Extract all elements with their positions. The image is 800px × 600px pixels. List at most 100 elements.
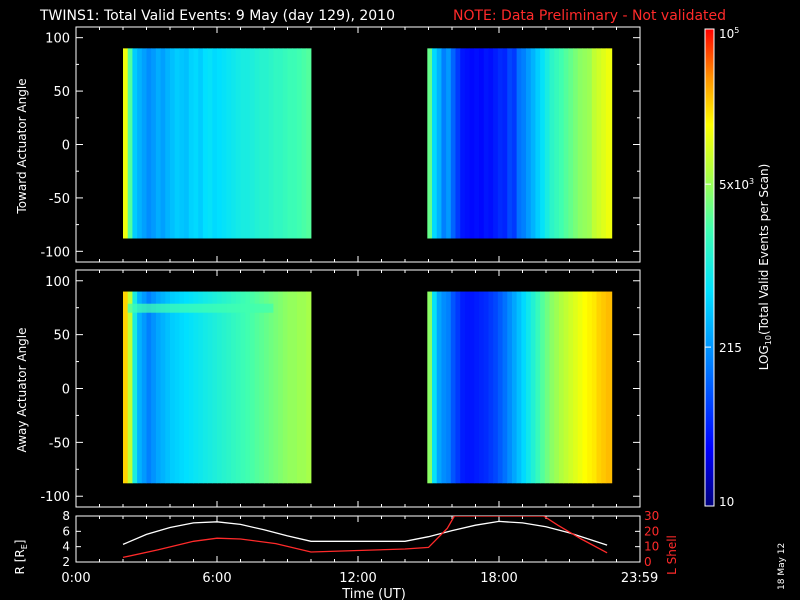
away-cell (155, 291, 161, 484)
toward-cell (535, 48, 541, 239)
toward-cell (516, 48, 522, 239)
orbit-y2tick-label: 10 (644, 540, 659, 554)
away-cell (146, 291, 152, 484)
preliminary-note: NOTE: Data Preliminary - Not validated (453, 8, 726, 24)
away-cell (306, 291, 312, 484)
toward-ytick-label: 100 (45, 32, 70, 47)
away-cell (137, 291, 143, 484)
toward-cell (273, 48, 279, 239)
away-cell (479, 291, 485, 484)
away-cell (174, 291, 180, 484)
away-cell (460, 291, 466, 484)
away-cell (151, 291, 157, 484)
orbit-r-sub: E (20, 544, 29, 549)
away-cell (160, 291, 166, 484)
away-cell (549, 291, 555, 484)
toward-cell (446, 48, 452, 239)
orbit-ytick-label: 6 (62, 524, 70, 538)
away-cell (198, 291, 204, 484)
toward-cell (240, 48, 246, 239)
toward-cell (278, 48, 284, 239)
away-cell (497, 291, 503, 484)
toward-cell (123, 48, 129, 239)
away-cell (301, 291, 307, 484)
toward-cell (568, 48, 574, 239)
toward-cell (193, 48, 199, 239)
toward-cell (254, 48, 260, 239)
toward-cell (264, 48, 270, 239)
away-cell (488, 291, 494, 484)
toward-cell (460, 48, 466, 239)
orbit-lshell-line (122, 516, 608, 559)
away-cell (282, 291, 288, 484)
toward-cell (259, 48, 265, 239)
toward-cell (141, 48, 147, 239)
away-cell (507, 291, 513, 484)
away-cell (235, 291, 241, 484)
toward-cell (577, 48, 583, 239)
toward-cell (549, 48, 555, 239)
away-cell (502, 291, 508, 484)
toward-cell (474, 48, 480, 239)
away-cell (464, 291, 471, 484)
away-cell (582, 291, 588, 484)
away-cell (249, 291, 255, 484)
away-cell (273, 291, 279, 484)
away-cell (292, 291, 298, 484)
colorbar-tick-label: 105 (719, 26, 739, 41)
away-cell (179, 291, 185, 484)
away-cell (268, 291, 274, 484)
away-cell (544, 291, 550, 484)
away-cell (127, 291, 133, 484)
toward-cell (432, 48, 438, 239)
toward-cell (174, 48, 180, 239)
away-panel: 100 50 0 -50 -100 (40, 269, 641, 508)
away-cell (165, 291, 171, 484)
toward-cell (488, 48, 494, 239)
away-cell (577, 291, 583, 484)
toward-cell (540, 48, 546, 239)
away-cell (535, 291, 541, 484)
toward-cell (306, 48, 312, 239)
toward-cell (436, 48, 442, 239)
away-cell (278, 291, 284, 484)
orbit-ytick-label: 2 (62, 555, 70, 569)
away-cell (554, 291, 560, 484)
away-cell (170, 291, 176, 484)
orbit-xtick-label: 23:59 (621, 571, 658, 586)
toward-cell (179, 48, 185, 239)
toward-cell (165, 48, 171, 239)
toward-cell (132, 48, 138, 239)
away-ytick-label: -100 (40, 490, 70, 505)
toward-cell (521, 48, 527, 239)
toward-ytick-label: 0 (62, 139, 70, 154)
toward-cell (469, 48, 475, 239)
orbit-lshell-label: L Shell (665, 535, 679, 575)
toward-cell (245, 48, 251, 239)
toward-cell (249, 48, 255, 239)
toward-cell (563, 48, 569, 239)
away-cell (141, 291, 147, 484)
toward-cell (221, 48, 227, 239)
toward-cell (493, 48, 499, 239)
orbit-r-prefix: R [R (13, 549, 27, 574)
orbit-y2tick-label: 30 (644, 509, 659, 523)
toward-ylabel: Toward Actuator Angle (15, 78, 29, 214)
away-cell (184, 291, 190, 484)
toward-cell (127, 48, 133, 239)
away-cell (226, 291, 232, 484)
orbit-ytick-label: 8 (62, 509, 70, 523)
toward-cell (483, 48, 489, 239)
away-cell (427, 291, 433, 484)
away-cell (493, 291, 499, 484)
away-cell (558, 291, 565, 484)
figure-title: TWINS1: Total Valid Events: 9 May (day 1… (39, 8, 395, 24)
colorbar-label: LOG10(Total Valid Events per Scan) (757, 164, 773, 371)
orbit-xtick-label: 6:00 (202, 571, 231, 586)
away-cell (601, 291, 607, 484)
away-cell (436, 291, 442, 484)
orbit-r-label: R [RE] (13, 540, 29, 575)
away-cell (296, 291, 302, 484)
toward-cell (507, 48, 513, 239)
